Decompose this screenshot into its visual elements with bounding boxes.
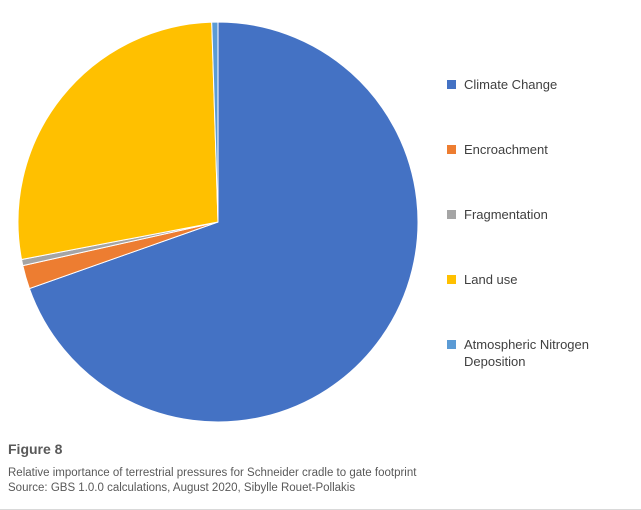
legend-label-fragmentation: Fragmentation	[464, 207, 548, 222]
legend-swatch-encroachment	[447, 145, 456, 154]
legend-swatch-land-use	[447, 275, 456, 284]
legend-swatch-fragmentation	[447, 210, 456, 219]
legend-item-climate-change: Climate Change	[447, 76, 633, 93]
figure-description: Relative importance of terrestrial press…	[8, 467, 417, 479]
pie-slice-land-use	[17, 21, 219, 261]
figure-label: Figure 8	[8, 441, 63, 457]
legend-swatch-atmospheric-nitrogen-deposition	[447, 340, 456, 349]
figure-caption: Figure 8 Relative importance of terrestr…	[8, 441, 628, 496]
pie-chart	[17, 21, 419, 423]
pie-slice-atmospheric-nitrogen-deposition	[211, 21, 219, 223]
legend-label-atmospheric-nitrogen-deposition: Atmospheric Nitrogen Deposition	[464, 337, 589, 369]
legend-label-land-use: Land use	[464, 272, 518, 287]
legend-item-fragmentation: Fragmentation	[447, 206, 633, 223]
legend-label-climate-change: Climate Change	[464, 77, 558, 92]
legend-item-encroachment: Encroachment	[447, 141, 633, 158]
legend-swatch-climate-change	[447, 80, 456, 89]
chart-legend: Climate Change Encroachment Fragmentatio…	[447, 76, 633, 370]
legend-item-land-use: Land use	[447, 271, 633, 288]
legend-label-encroachment: Encroachment	[464, 142, 548, 157]
pie-slice-climate-change	[28, 21, 419, 423]
legend-item-atmospheric-nitrogen-deposition: Atmospheric Nitrogen Deposition	[447, 336, 633, 370]
figure-source: Source: GBS 1.0.0 calculations, August 2…	[8, 482, 356, 494]
